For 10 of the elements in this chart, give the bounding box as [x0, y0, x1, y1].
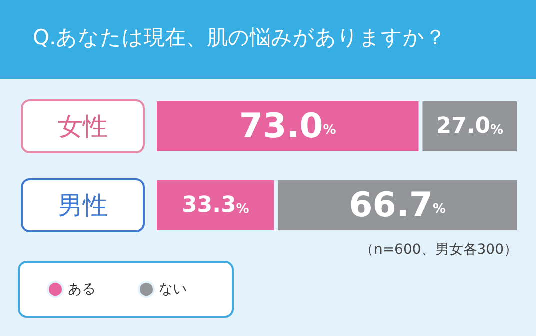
annotation: （n=600、男女各300）: [360, 242, 518, 258]
data-label: 27.0%: [436, 114, 504, 139]
y-tick-label: 女性: [58, 112, 108, 141]
data-label: 73.0%: [239, 106, 336, 146]
legend-label: ない: [159, 282, 187, 298]
legend-label: ある: [68, 282, 96, 298]
chart-title: Q.あなたは現在、肌の悩みがありますか？: [33, 26, 446, 50]
y-tick-label: 男性: [58, 191, 108, 220]
data-label: 33.3%: [182, 193, 250, 218]
data-label: 66.7%: [349, 186, 446, 226]
